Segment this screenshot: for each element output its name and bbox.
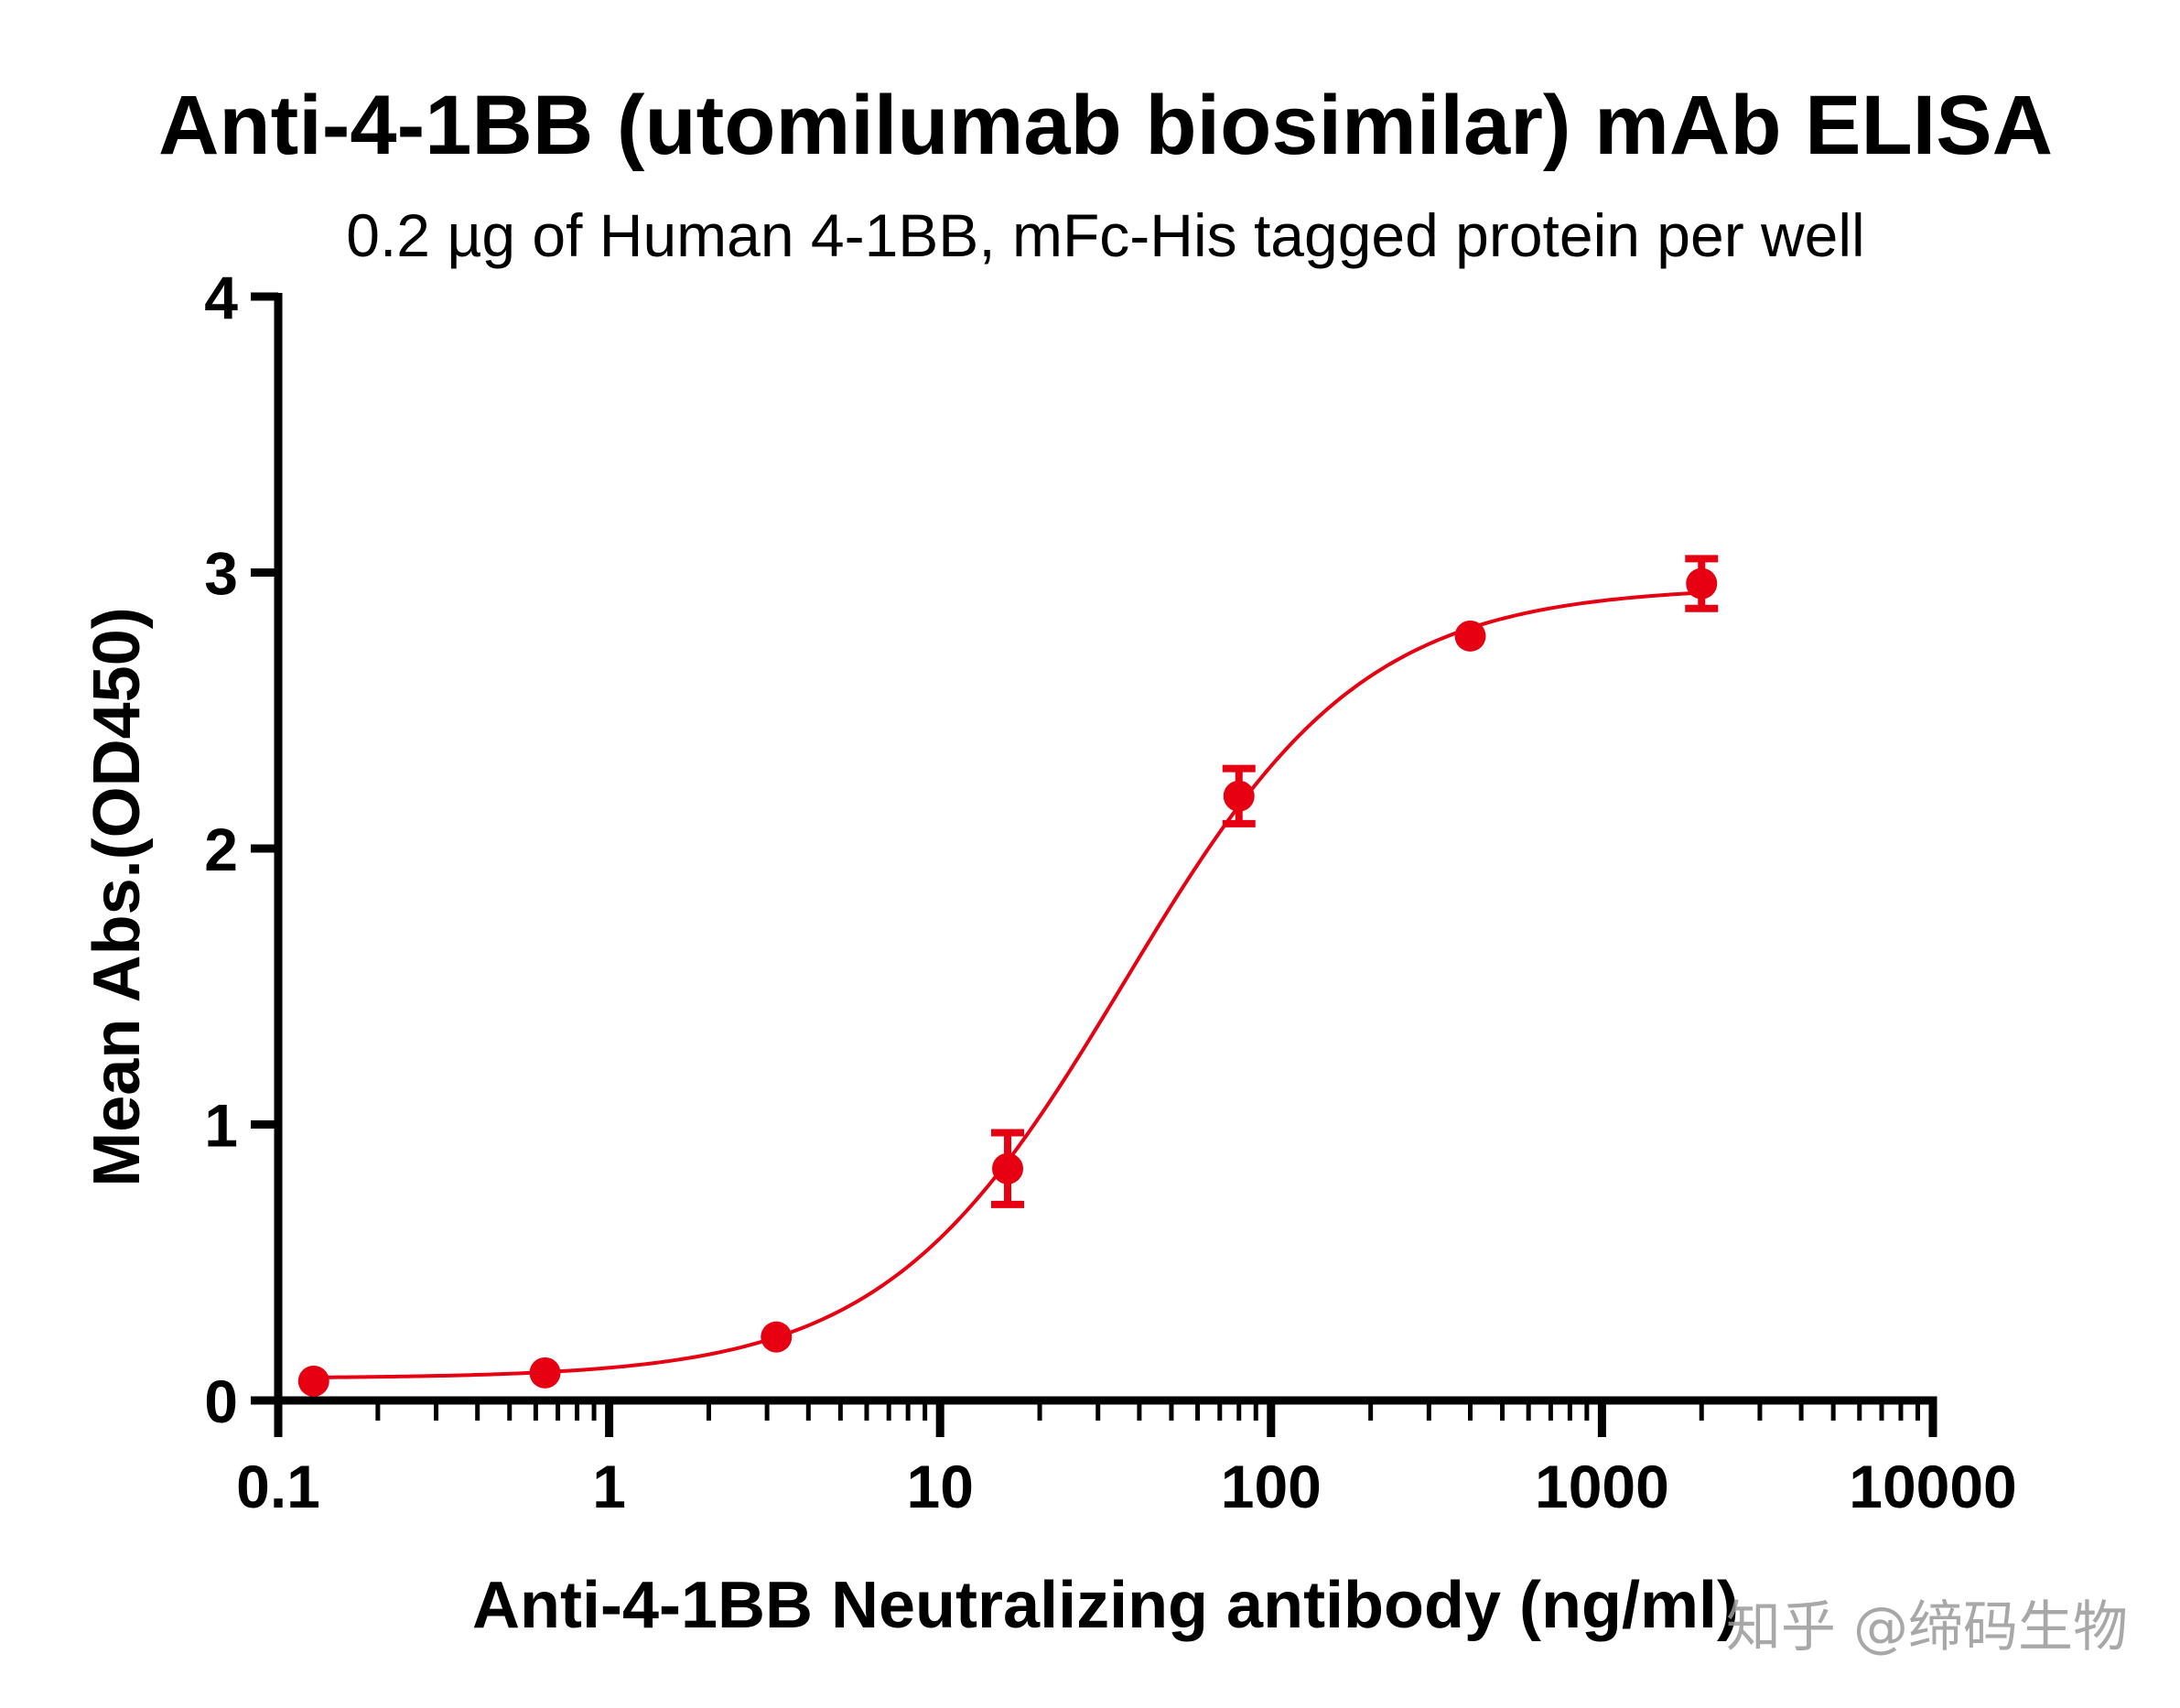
x-tick-label: 10 [906,1453,973,1520]
x-tick-label: 0.1 [236,1453,320,1520]
y-axis-title: Mean Abs.(OD450) [81,607,154,1186]
x-tick-label: 1 [592,1453,626,1520]
chart-subtitle: 0.2 µg of Human 4-1BB, mFc-His tagged pr… [346,201,1864,269]
watermark: 知乎 @缔码生物 [1726,1595,2128,1659]
y-tick-label: 3 [204,540,238,608]
data-point [1686,568,1718,600]
fit-layer [313,590,1702,1379]
data-point [297,1365,329,1397]
data-point [761,1321,793,1353]
data-point [1223,780,1255,812]
y-tick-label: 4 [204,264,238,331]
data-point [992,1152,1024,1184]
x-tick-label: 10000 [1849,1453,2017,1520]
data-point [1454,620,1486,652]
y-tick-label: 1 [204,1092,238,1160]
y-tick-label: 2 [204,816,238,883]
x-tick-label: 100 [1221,1453,1322,1520]
x-axis-title: Anti-4-1BB Neutralizing antibody (ng/ml) [472,1569,1739,1642]
points-layer [297,555,1719,1397]
chart-title: Anti-4-1BB (utomilumab biosimilar) mAb E… [158,79,2053,172]
axes: 0 1 2 3 4 0.1 1 10 100 1000 10000 [204,264,2016,1520]
y-tick-label: 0 [204,1367,238,1435]
data-point [529,1357,561,1389]
fit-curve [313,590,1702,1379]
x-tick-label: 1000 [1535,1453,1669,1520]
